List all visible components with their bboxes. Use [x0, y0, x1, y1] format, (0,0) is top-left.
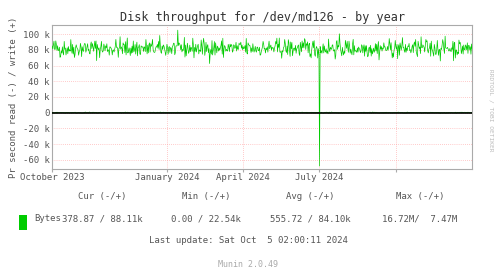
Title: Disk throughput for /dev/md126 - by year: Disk throughput for /dev/md126 - by year — [120, 10, 405, 24]
Y-axis label: Pr second read (-) / write (+): Pr second read (-) / write (+) — [9, 16, 18, 178]
Text: Last update: Sat Oct  5 02:00:11 2024: Last update: Sat Oct 5 02:00:11 2024 — [149, 236, 348, 245]
Text: Cur (-/+): Cur (-/+) — [78, 192, 126, 201]
Text: 0.00 / 22.54k: 0.00 / 22.54k — [171, 214, 241, 223]
Text: Min (-/+): Min (-/+) — [182, 192, 231, 201]
Text: 555.72 / 84.10k: 555.72 / 84.10k — [270, 214, 351, 223]
Text: 378.87 / 88.11k: 378.87 / 88.11k — [62, 214, 142, 223]
Text: RRDTOOL / TOBI OETIKER: RRDTOOL / TOBI OETIKER — [489, 69, 494, 151]
Text: Bytes: Bytes — [34, 214, 61, 223]
Text: Avg (-/+): Avg (-/+) — [286, 192, 335, 201]
Text: Max (-/+): Max (-/+) — [396, 192, 444, 201]
Text: 16.72M/  7.47M: 16.72M/ 7.47M — [382, 214, 458, 223]
Text: Munin 2.0.49: Munin 2.0.49 — [219, 260, 278, 269]
